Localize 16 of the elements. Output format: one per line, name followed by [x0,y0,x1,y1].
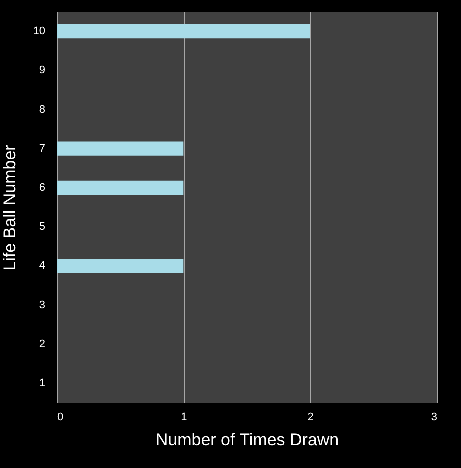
y-tick-label: 9 [39,64,46,77]
y-tick-label: 7 [39,142,46,155]
y-tick-label: 4 [39,260,46,272]
y-tick-label: 8 [39,104,46,116]
y-tick-label: 5 [39,221,46,234]
y-tick-label: 10 [33,26,46,38]
y-tick-label: 6 [39,182,46,194]
y-axis-title: Life Ball Number [0,144,20,271]
x-tick-label: 2 [308,412,314,424]
y-tick-label: 1 [39,377,46,390]
y-tick-label: 2 [39,338,46,350]
x-tick-label: 3 [431,412,438,424]
x-tick-label: 1 [181,412,188,424]
x-axis-title: Number of Times Drawn [156,430,340,450]
x-tick-label: 0 [58,412,64,424]
y-tick-label: 3 [39,299,46,312]
